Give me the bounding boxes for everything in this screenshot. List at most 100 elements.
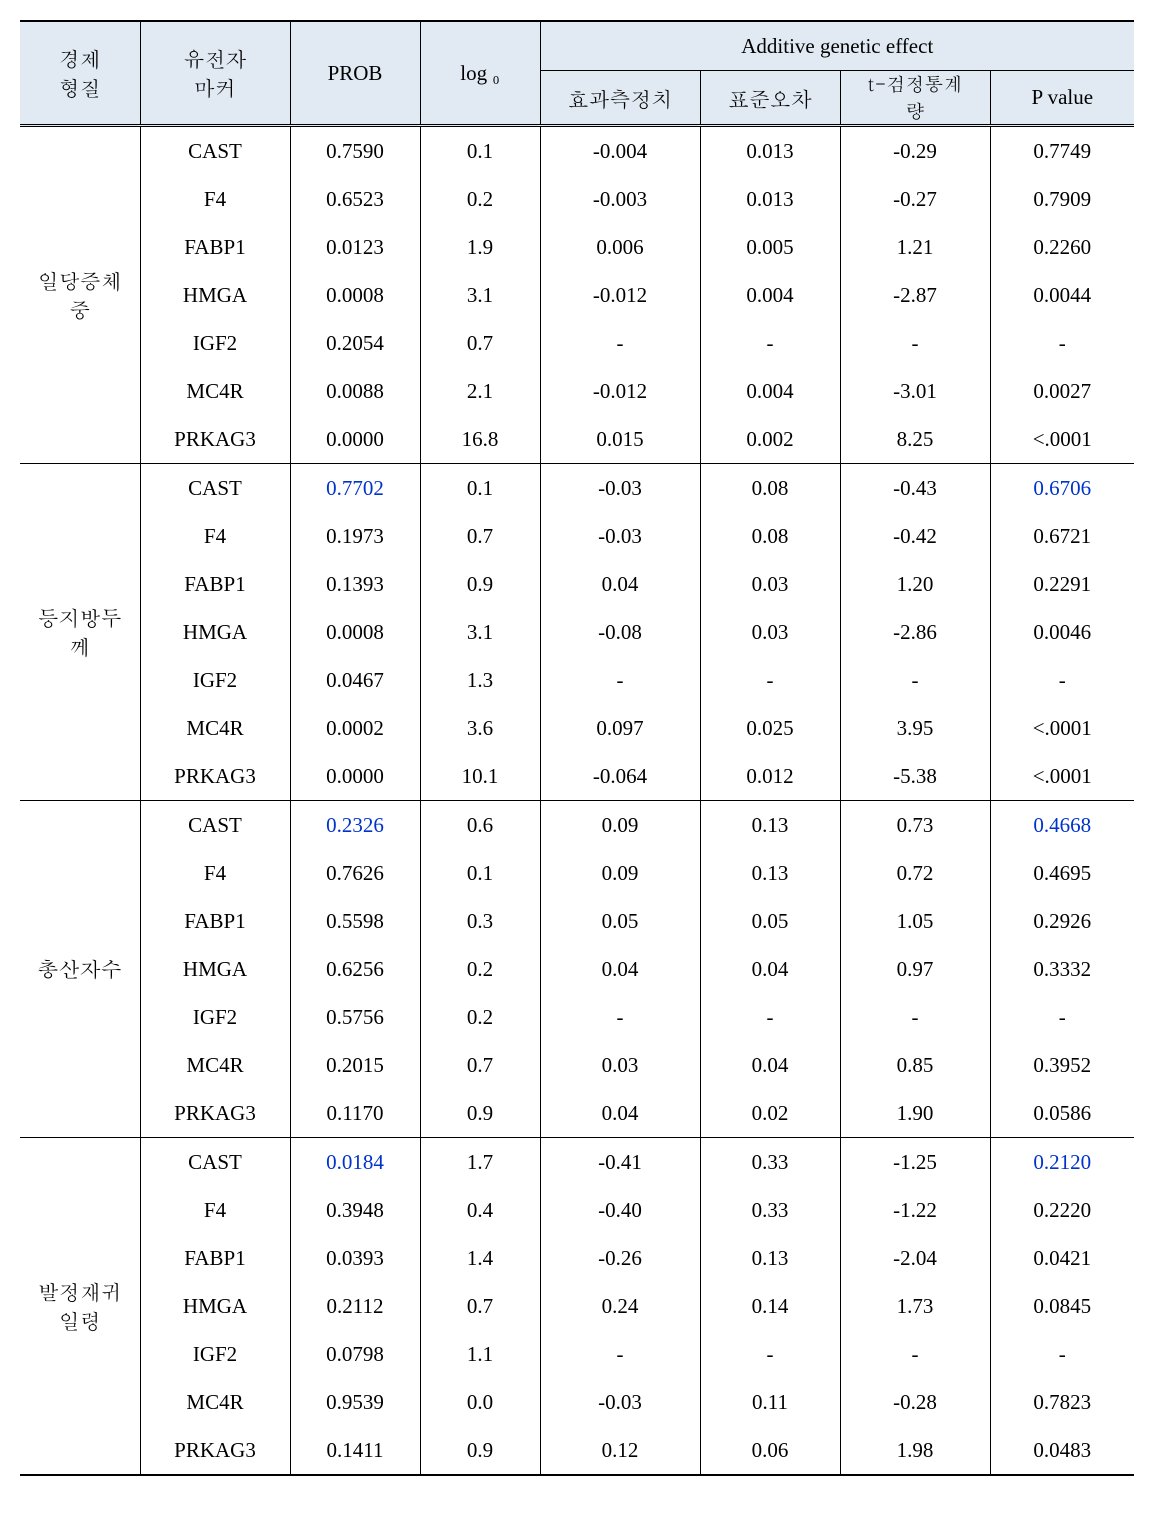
t-cell: -0.42	[840, 512, 990, 560]
prob-cell: 0.0000	[290, 415, 420, 464]
table-row: PRKAG30.000010.1-0.0640.012-5.38<.0001	[20, 752, 1134, 801]
prob-cell: 0.0088	[290, 367, 420, 415]
marker-cell: FABP1	[140, 897, 290, 945]
log-cell: 0.2	[420, 993, 540, 1041]
pvalue-cell: 0.4695	[990, 849, 1134, 897]
t-cell: 1.98	[840, 1426, 990, 1475]
t-cell: 1.05	[840, 897, 990, 945]
log-cell: 0.7	[420, 1282, 540, 1330]
marker-cell: IGF2	[140, 993, 290, 1041]
se-cell: 0.04	[700, 1041, 840, 1089]
log-cell: 0.7	[420, 319, 540, 367]
effect-cell: 0.006	[540, 223, 700, 271]
prob-cell: 0.0393	[290, 1234, 420, 1282]
table-row: IGF20.20540.7----	[20, 319, 1134, 367]
prob-cell: 0.0123	[290, 223, 420, 271]
effect-cell: -0.064	[540, 752, 700, 801]
marker-cell: PRKAG3	[140, 752, 290, 801]
effect-cell: -0.08	[540, 608, 700, 656]
se-cell: 0.05	[700, 897, 840, 945]
effect-cell: 0.09	[540, 849, 700, 897]
marker-cell: F4	[140, 512, 290, 560]
effect-cell: -0.03	[540, 464, 700, 513]
pvalue-cell: <.0001	[990, 752, 1134, 801]
t-cell: -1.25	[840, 1138, 990, 1187]
se-cell: -	[700, 993, 840, 1041]
header-log: log ₀	[420, 21, 540, 126]
marker-cell: HMGA	[140, 271, 290, 319]
log-cell: 0.4	[420, 1186, 540, 1234]
se-cell: -	[700, 656, 840, 704]
pvalue-cell: 0.0845	[990, 1282, 1134, 1330]
se-cell: 0.13	[700, 801, 840, 850]
log-cell: 0.9	[420, 1426, 540, 1475]
table-row: F40.65230.2-0.0030.013-0.270.7909	[20, 175, 1134, 223]
log-cell: 3.1	[420, 608, 540, 656]
log-cell: 0.9	[420, 560, 540, 608]
t-cell: -0.28	[840, 1378, 990, 1426]
marker-cell: CAST	[140, 126, 290, 176]
effect-cell: 0.05	[540, 897, 700, 945]
se-cell: 0.08	[700, 512, 840, 560]
table-row: IGF20.07981.1----	[20, 1330, 1134, 1378]
trait-label: 일당증체중	[20, 126, 140, 464]
se-cell: 0.013	[700, 126, 840, 176]
trait-label: 총산자수	[20, 801, 140, 1138]
pvalue-cell: 0.2291	[990, 560, 1134, 608]
prob-cell: 0.9539	[290, 1378, 420, 1426]
prob-cell: 0.0000	[290, 752, 420, 801]
prob-cell: 0.2054	[290, 319, 420, 367]
pvalue-cell: 0.0027	[990, 367, 1134, 415]
prob-cell: 0.0002	[290, 704, 420, 752]
pvalue-cell: -	[990, 993, 1134, 1041]
table-row: PRKAG30.000016.80.0150.0028.25<.0001	[20, 415, 1134, 464]
prob-cell: 0.5598	[290, 897, 420, 945]
log-cell: 0.7	[420, 1041, 540, 1089]
effect-cell: -0.26	[540, 1234, 700, 1282]
marker-cell: IGF2	[140, 319, 290, 367]
effect-cell: 0.12	[540, 1426, 700, 1475]
table-row: HMGA0.21120.70.240.141.730.0845	[20, 1282, 1134, 1330]
t-cell: 3.95	[840, 704, 990, 752]
marker-cell: F4	[140, 1186, 290, 1234]
pvalue-cell: 0.2120	[990, 1138, 1134, 1187]
se-cell: 0.02	[700, 1089, 840, 1138]
se-cell: 0.002	[700, 415, 840, 464]
marker-cell: FABP1	[140, 1234, 290, 1282]
table-row: PRKAG30.14110.90.120.061.980.0483	[20, 1426, 1134, 1475]
prob-cell: 0.3948	[290, 1186, 420, 1234]
se-cell: 0.13	[700, 849, 840, 897]
pvalue-cell: 0.0046	[990, 608, 1134, 656]
pvalue-cell: 0.7909	[990, 175, 1134, 223]
log-cell: 0.6	[420, 801, 540, 850]
pvalue-cell: 0.7823	[990, 1378, 1134, 1426]
t-cell: -	[840, 656, 990, 704]
table-row: HMGA0.00083.1-0.0120.004-2.870.0044	[20, 271, 1134, 319]
marker-cell: MC4R	[140, 704, 290, 752]
pvalue-cell: 0.2220	[990, 1186, 1134, 1234]
se-cell: 0.04	[700, 945, 840, 993]
se-cell: 0.14	[700, 1282, 840, 1330]
se-cell: 0.013	[700, 175, 840, 223]
log-cell: 0.1	[420, 126, 540, 176]
header-trait: 경제형질	[20, 21, 140, 126]
effect-cell: 0.03	[540, 1041, 700, 1089]
genetic-effect-table: 경제형질 유전자마커 PROB log ₀ Additive genetic e…	[20, 20, 1134, 1476]
prob-cell: 0.1170	[290, 1089, 420, 1138]
t-cell: 1.90	[840, 1089, 990, 1138]
table-row: FABP10.13930.90.040.031.200.2291	[20, 560, 1134, 608]
log-cell: 0.3	[420, 897, 540, 945]
log-cell: 1.4	[420, 1234, 540, 1282]
t-cell: -3.01	[840, 367, 990, 415]
effect-cell: 0.04	[540, 945, 700, 993]
t-cell: 0.73	[840, 801, 990, 850]
se-cell: 0.03	[700, 560, 840, 608]
pvalue-cell: 0.2260	[990, 223, 1134, 271]
pvalue-cell: 0.0483	[990, 1426, 1134, 1475]
t-cell: 1.73	[840, 1282, 990, 1330]
header-prob: PROB	[290, 21, 420, 126]
effect-cell: -0.003	[540, 175, 700, 223]
pvalue-cell: <.0001	[990, 415, 1134, 464]
prob-cell: 0.0184	[290, 1138, 420, 1187]
t-cell: 8.25	[840, 415, 990, 464]
